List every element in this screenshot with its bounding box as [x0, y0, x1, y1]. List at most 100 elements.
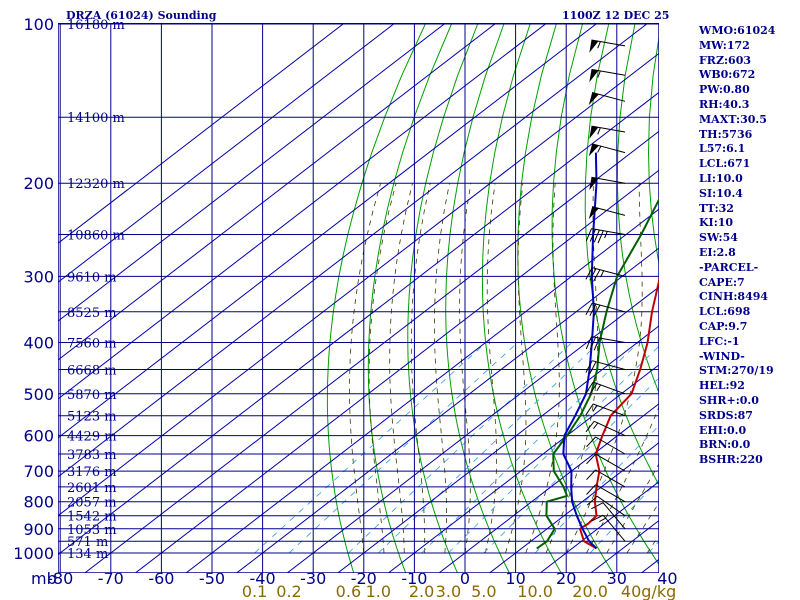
mixing-ratio-label: 10.0	[517, 582, 553, 600]
wind-barb	[589, 176, 626, 191]
pressure-tick-label: 1000	[13, 544, 54, 563]
mixing-ratio-label: 3.0	[436, 582, 461, 600]
height-label: 5123 m	[67, 410, 117, 425]
stat-item: WMO:61024	[699, 24, 776, 37]
wind-barb	[585, 336, 626, 351]
height-label: 3176 m	[67, 465, 117, 480]
stat-item: TT:32	[699, 201, 734, 215]
stat-item: EHI:0.0	[699, 423, 747, 437]
isotherm-line	[286, 286, 659, 573]
temperature-tick-label: -50	[199, 569, 225, 588]
stat-item: -PARCEL-	[699, 260, 759, 274]
wind-barb	[585, 420, 626, 437]
wind-barb	[591, 502, 626, 530]
temperature-tick-label: -80	[47, 569, 73, 588]
chart-title: DRZA (61024) Sounding	[66, 9, 217, 22]
wind-barb	[586, 453, 626, 472]
stat-item: SHR+:0.0	[699, 393, 759, 407]
stat-item: CAP:9.7	[699, 319, 748, 333]
isotherm-line	[387, 364, 659, 573]
temperature-tick-label: 20	[556, 569, 576, 588]
temperature-tick-label: -10	[401, 569, 427, 588]
wind-barb	[586, 436, 626, 455]
pressure-tick-label: 700	[23, 462, 54, 481]
isotherm-line	[488, 442, 659, 573]
wind-barb	[585, 381, 626, 395]
dry-adiabat-line	[445, 23, 510, 573]
stat-item: LCL:698	[699, 305, 751, 319]
isotherm-line	[134, 169, 659, 573]
height-label: 12320 m	[67, 177, 125, 192]
wind-barb	[589, 39, 626, 53]
isotherm-line	[235, 247, 659, 573]
wind-barb	[586, 469, 626, 488]
height-label: 2057 m	[67, 496, 117, 511]
isotherm-line	[185, 208, 659, 573]
height-label: 14100 m	[67, 111, 125, 126]
mixing-ratio-label: 0.2	[276, 582, 301, 600]
temperature-tick-label: 10	[505, 569, 525, 588]
pressure-tick-label: 500	[23, 385, 54, 404]
moist-adiabat-line	[433, 183, 450, 554]
height-label: 1542 m	[67, 510, 117, 525]
stat-item: RH:40.3	[699, 97, 750, 111]
mixing-ratio-label: 1.0	[366, 582, 391, 600]
stat-item: TH:5736	[699, 127, 753, 141]
isotherm-line	[58, 91, 659, 556]
isotherm-line	[58, 23, 548, 400]
stat-item: SW:54	[699, 231, 738, 245]
stat-item: CINH:8494	[699, 290, 769, 304]
mixing-ratio-label: 2.0	[409, 582, 434, 600]
height-label: 9610 m	[67, 270, 117, 285]
mixing-ratio-label: 40g/kg	[621, 582, 676, 600]
sounding-time: 1100Z 12 DEC 25	[562, 9, 670, 22]
pressure-tick-label: 900	[23, 520, 54, 539]
wind-barb	[586, 495, 626, 517]
stat-item: MW:172	[699, 38, 750, 52]
stat-item: PW:0.80	[699, 83, 750, 97]
wind-barb	[585, 267, 626, 282]
stat-item: STM:270/19	[699, 364, 774, 378]
wind-barb	[591, 514, 626, 542]
pressure-tick-label: 100	[23, 15, 54, 34]
stat-item: FRZ:603	[699, 53, 752, 67]
temperature-tick-label: -40	[250, 569, 276, 588]
dry-adiabat-line	[792, 24, 800, 575]
mixing-ratio-line	[288, 342, 518, 554]
stat-item: EI:2.8	[699, 245, 736, 259]
wind-barb	[585, 403, 626, 417]
stat-item: MAXT:30.5	[699, 112, 767, 126]
height-label: 2601 m	[67, 481, 117, 496]
wind-barb	[585, 302, 626, 318]
isotherm-line	[58, 23, 346, 244]
stat-item: -WIND-	[699, 349, 745, 363]
height-label: 5870 m	[67, 388, 117, 403]
height-label: 8525 m	[67, 306, 117, 321]
stat-item: CAPE:7	[699, 275, 745, 289]
dry-adiabat-line	[367, 23, 452, 573]
mixing-ratio-line	[448, 345, 659, 554]
temperature-tick-label: -60	[148, 569, 174, 588]
wind-barb	[589, 125, 626, 139]
stats-panel: WMO:61024 MW:172 FRZ:603 WB0:672 PW:0.80 RH:4…	[699, 24, 775, 468]
temperature-tick-label: 0	[460, 569, 470, 588]
mixing-ratio-line	[254, 342, 487, 554]
temperature-tick-label: -20	[351, 569, 377, 588]
moist-adiabat-line	[484, 183, 498, 554]
isotherm-line	[58, 23, 497, 361]
isotherm-line	[58, 23, 599, 439]
height-label: 4429 m	[67, 430, 117, 445]
stat-item: LCL:671	[699, 157, 751, 171]
height-label: 16180 m	[67, 18, 125, 33]
pressure-tick-label: 800	[23, 493, 54, 512]
stat-item: KI:10	[699, 216, 734, 230]
dry-adiabat-line	[647, 34, 659, 266]
stat-item: BRN:0.0	[699, 438, 751, 452]
moist-adiabat-line	[505, 183, 527, 554]
pressure-tick-label: 400	[23, 334, 54, 353]
moist-adiabat-line	[459, 183, 472, 554]
background-lines	[58, 23, 800, 575]
wind-barb	[585, 228, 626, 244]
pressure-tick-label: 300	[23, 267, 54, 286]
dewpoint-profile-line	[536, 197, 659, 550]
